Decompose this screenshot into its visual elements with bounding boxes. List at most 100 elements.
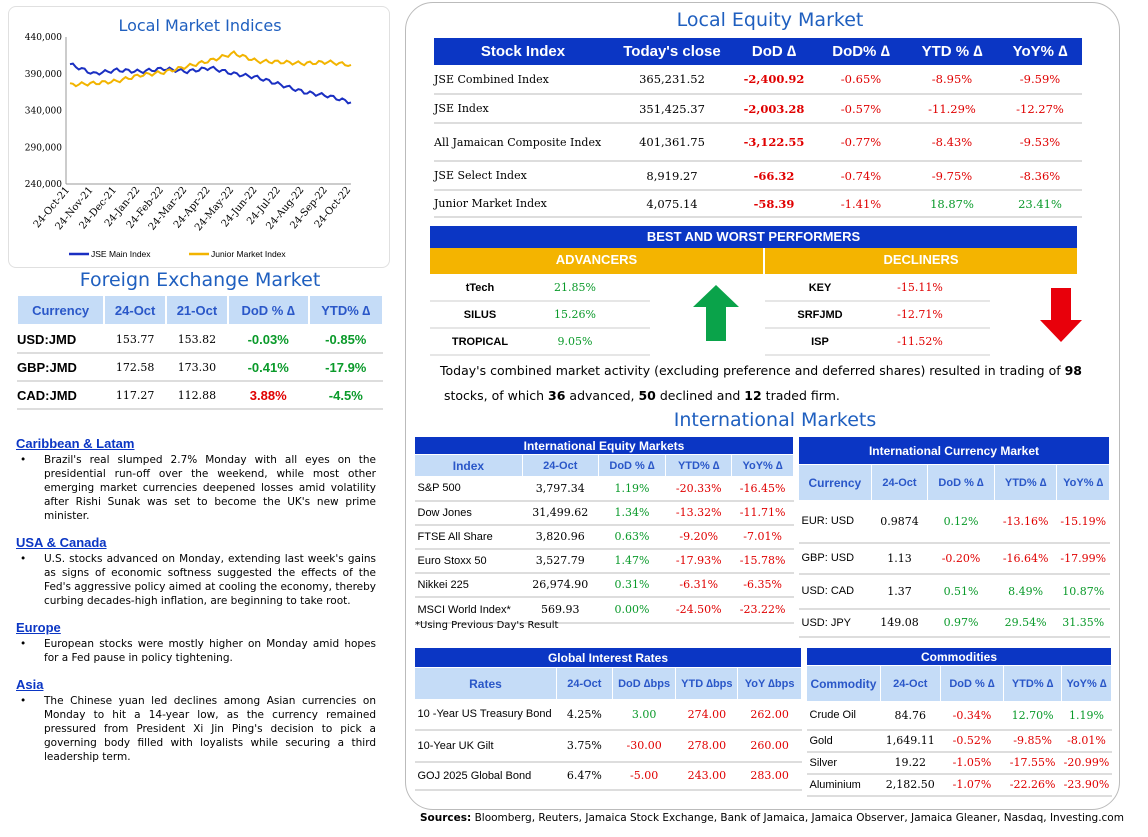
equity-dod-pct: -0.57%: [816, 94, 906, 124]
icur-row: GBP: USD 1.13 -0.20% -16.64% -17.99%: [798, 542, 1110, 575]
fx-value-prev: 173.30: [166, 353, 228, 382]
icur-header: YoY% ∆: [1056, 464, 1110, 501]
up-arrow-icon: [693, 285, 739, 341]
fx-table: Currency 24-Oct 21-Oct DoD % ∆ YTD% ∆ USD:JM…: [15, 294, 385, 410]
ieq-title: International Equity Markets: [414, 436, 794, 455]
comm-row: Silver 19.22 -1.05% -17.55% -20.99%: [806, 751, 1112, 775]
rates-ytd: 278.00: [675, 729, 738, 763]
fx-header: Currency: [15, 294, 106, 326]
equity-row: JSE Index 351,425.37 -2,003.28 -0.57% -11.29…: [434, 94, 1082, 124]
equity-index-name: JSE Index: [434, 94, 612, 124]
decliners-list: KEY -15.11% SRFJMD -12.71% ISP -11.52%: [765, 275, 990, 356]
icur-name: USD: CAD: [798, 573, 872, 610]
news-heading: Asia: [16, 677, 44, 692]
ieq-name: MSCI World Index*: [414, 596, 523, 624]
icur-header: Currency: [798, 464, 872, 501]
equity-yoy: -8.36%: [998, 161, 1082, 191]
icur-dod: 0.12%: [927, 500, 995, 544]
ieq-ytd: -9.20%: [665, 524, 732, 550]
performer-change: 21.85%: [554, 281, 596, 294]
fx-currency: CAD:JMD: [17, 381, 105, 410]
fx-title: Foreign Exchange Market: [79, 269, 321, 291]
equity-dod: -2,400.92: [732, 65, 816, 95]
performer-row: SILUS 15.26%: [430, 302, 650, 329]
fx-value-prev: 112.88: [166, 381, 228, 410]
ieq-value: 3,527.79: [522, 548, 599, 574]
equity-dod: -2,003.28: [732, 94, 816, 124]
ieq-header: 24-Oct: [521, 454, 599, 477]
fx-value-today: 172.58: [104, 353, 167, 382]
ieq-row: MSCI World Index* 569.93 0.00% -24.50% -23.2…: [414, 596, 794, 624]
comm-header: YoY% ∆: [1061, 665, 1112, 702]
icur-row: USD: JPY 149.08 0.97% 29.54% 31.35%: [798, 608, 1110, 638]
right-panel-frame: [405, 2, 1120, 810]
equity-row: All Jamaican Composite Index 401,361.75 -3…: [434, 123, 1082, 162]
advancers-label: ADVANCERS: [430, 248, 763, 274]
advancers-list: tTech 21.85% SILUS 15.26% TROPICAL 9.05%: [430, 275, 650, 356]
news-bullet: The Chinese yuan led declines among Asia…: [16, 694, 376, 764]
comm-row: Aluminium 2,182.50 -1.07% -22.26% -23.90%: [806, 773, 1112, 797]
ieq-name: FTSE All Share: [414, 524, 523, 550]
fx-row: CAD:JMD 117.27 112.88 3.88% -4.5%: [17, 381, 383, 410]
local-equity-table: Stock Index Today's close DoD ∆ DoD% ∆ YTD %…: [434, 38, 1082, 218]
icur-header: DoD % ∆: [927, 464, 995, 501]
y-tick-label: 240,000: [25, 180, 62, 190]
equity-dod: -58.39: [732, 190, 816, 218]
equity-index-name: Junior Market Index: [434, 190, 612, 218]
icur-ytd: 8.49%: [994, 573, 1057, 610]
performer-change: 9.05%: [557, 335, 593, 348]
icur-yoy: -17.99%: [1056, 542, 1110, 575]
performer-change: -15.11%: [897, 281, 943, 294]
ieq-row: S&P 500 3,797.34 1.19% -20.33% -16.45%: [414, 476, 794, 502]
fx-value-today: 153.77: [104, 325, 167, 354]
equity-title: Local Equity Market: [676, 9, 864, 31]
rates-title: Global Interest Rates: [414, 647, 802, 668]
ieq-yoy: -6.35%: [731, 572, 794, 598]
comm-yoy: 1.19%: [1061, 701, 1112, 731]
equity-header: Today's close: [623, 43, 721, 60]
fx-ytd: -17.9%: [308, 353, 383, 382]
comm-ytd: 12.70%: [1003, 701, 1062, 731]
ieq-yoy: -23.22%: [731, 596, 794, 624]
news-section: Caribbean & Latam Brazil's real slumped 2…: [16, 436, 388, 764]
fx-header: YTD% ∆: [307, 294, 385, 326]
comm-yoy: -8.01%: [1061, 729, 1112, 753]
ieq-name: S&P 500: [414, 476, 523, 502]
rates-yoy: 262.00: [737, 699, 802, 731]
equity-close: 401,361.75: [612, 123, 732, 162]
news-bullet: Brazil's real slumped 2.7% Monday with a…: [16, 453, 376, 523]
performer-ticker: KEY: [808, 281, 832, 294]
comm-ytd: -9.85%: [1003, 729, 1062, 753]
icur-dod: -0.20%: [927, 542, 995, 575]
icur-yoy: 31.35%: [1056, 608, 1110, 638]
sources-line: Sources: Bloomberg, Reuters, Jamaica Sto…: [420, 812, 1124, 824]
fx-dod: -0.03%: [227, 325, 309, 354]
intl-equity-table: International Equity Markets Index 24-Oct…: [414, 436, 794, 624]
rates-yoy: 283.00: [737, 761, 802, 791]
ieq-dod: 1.47%: [598, 548, 666, 574]
equity-row: JSE Select Index 8,919.27 -66.32 -0.74% -9.7…: [434, 161, 1082, 191]
icur-name: GBP: USD: [798, 542, 872, 575]
ieq-note: *Using Previous Day's Result: [415, 620, 559, 631]
equity-header: DoD ∆: [751, 43, 797, 60]
rates-row: GOJ 2025 Global Bond 6.47% -5.00 243.00 283.…: [414, 761, 802, 791]
performer-change: -12.71%: [897, 308, 943, 321]
equity-dod: -66.32: [732, 161, 816, 191]
icur-yoy: 10.87%: [1056, 573, 1110, 610]
equity-header: YTD % ∆: [921, 43, 983, 60]
ieq-header: Index: [414, 454, 523, 477]
icur-ytd: 29.54%: [994, 608, 1057, 638]
fx-dod: -0.41%: [227, 353, 309, 382]
ieq-header: DoD % ∆: [597, 454, 667, 477]
legend-label-main: JSE Main Index: [91, 249, 151, 259]
fx-dod: 3.88%: [227, 381, 309, 410]
fx-header: 24-Oct: [103, 294, 168, 326]
equity-close: 351,425.37: [612, 94, 732, 124]
equity-ytd: 18.87%: [906, 190, 998, 218]
performer-ticker: ISP: [811, 335, 829, 348]
rates-ytd: 243.00: [675, 761, 738, 791]
comm-dod: -0.34%: [940, 701, 1004, 731]
rates-row: 10-Year UK Gilt 3.75% -30.00 278.00 260.00: [414, 729, 802, 763]
series-line-0: [69, 62, 352, 105]
news-heading: Caribbean & Latam: [16, 436, 135, 451]
